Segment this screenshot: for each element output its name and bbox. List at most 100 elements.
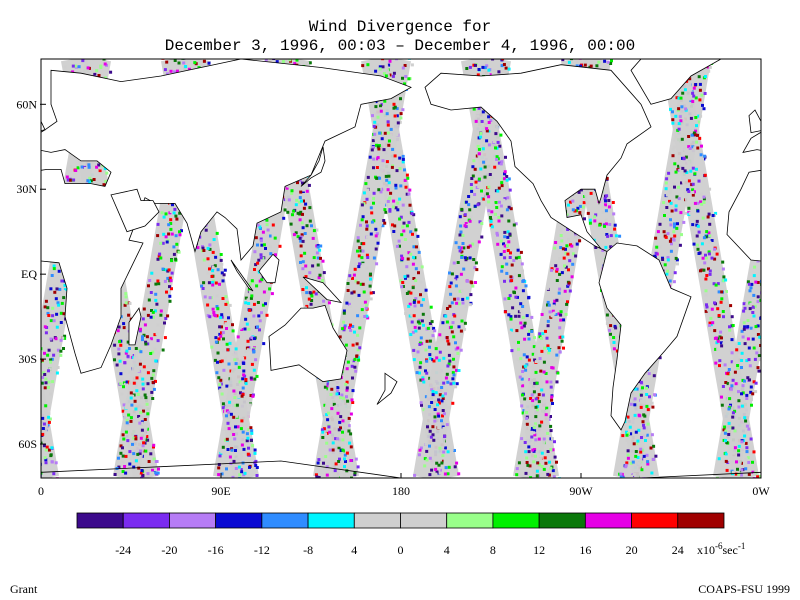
divergence-sample: [250, 301, 253, 305]
divergence-sample: [150, 271, 154, 275]
divergence-sample: [416, 350, 420, 354]
divergence-sample: [560, 297, 564, 301]
divergence-sample: [559, 484, 562, 487]
divergence-sample: [169, 69, 173, 73]
divergence-sample: [124, 454, 128, 458]
divergence-sample: [60, 301, 64, 305]
divergence-sample: [377, 101, 381, 105]
divergence-sample: [326, 382, 330, 386]
divergence-sample: [293, 62, 297, 66]
divergence-sample: [455, 382, 459, 386]
divergence-sample: [356, 314, 360, 318]
divergence-sample: [362, 191, 366, 195]
divergence-sample: [463, 321, 467, 325]
divergence-sample: [92, 178, 96, 181]
divergence-sample: [341, 430, 344, 434]
divergence-sample: [654, 236, 658, 240]
divergence-sample: [212, 311, 216, 314]
divergence-sample: [520, 437, 524, 441]
divergence-sample: [224, 420, 228, 424]
divergence-sample: [345, 395, 348, 399]
divergence-sample: [470, 281, 474, 285]
divergence-sample: [671, 147, 675, 151]
divergence-sample: [299, 239, 303, 243]
divergence-sample: [151, 468, 154, 472]
divergence-sample: [206, 271, 210, 275]
divergence-sample: [527, 426, 531, 430]
divergence-sample: [461, 242, 465, 245]
divergence-sample: [0, 223, 1, 226]
divergence-sample: [308, 291, 312, 295]
divergence-sample: [538, 424, 542, 428]
divergence-sample: [221, 427, 225, 431]
divergence-sample: [538, 335, 542, 339]
divergence-sample: [549, 415, 552, 418]
divergence-sample: [378, 201, 382, 205]
divergence-sample: [125, 406, 128, 410]
divergence-sample: [473, 204, 477, 208]
divergence-sample: [52, 353, 56, 357]
divergence-sample: [527, 337, 531, 341]
divergence-sample: [333, 472, 337, 476]
divergence-sample: [510, 349, 514, 353]
divergence-sample: [331, 448, 335, 452]
divergence-sample: [550, 267, 554, 271]
divergence-sample: [523, 337, 527, 341]
divergence-sample: [44, 331, 48, 335]
divergence-sample: [419, 361, 423, 365]
divergence-sample: [63, 65, 67, 69]
divergence-sample: [304, 264, 308, 268]
divergence-sample: [292, 209, 296, 213]
divergence-sample: [302, 206, 306, 210]
divergence-sample: [552, 311, 556, 315]
divergence-sample: [144, 438, 148, 442]
divergence-sample: [4, 281, 7, 284]
divergence-sample: [656, 230, 660, 234]
divergence-sample: [542, 370, 546, 374]
divergence-sample: [393, 114, 397, 118]
divergence-sample: [143, 323, 147, 327]
divergence-sample: [116, 329, 120, 333]
divergence-sample: [178, 233, 182, 237]
divergence-sample: [365, 227, 369, 231]
divergence-sample: [403, 178, 407, 182]
divergence-sample: [222, 337, 225, 341]
divergence-sample: [535, 381, 539, 385]
divergence-sample: [262, 313, 266, 317]
divergence-sample: [261, 256, 265, 260]
divergence-sample: [479, 167, 483, 171]
divergence-sample: [456, 261, 460, 264]
divergence-sample: [225, 414, 228, 418]
divergence-sample: [533, 381, 537, 385]
divergence-sample: [15, 315, 18, 318]
divergence-sample: [305, 224, 309, 228]
divergence-sample: [485, 64, 489, 68]
divergence-sample: [49, 319, 53, 323]
divergence-sample: [431, 390, 435, 393]
divergence-sample: [379, 109, 383, 113]
divergence-sample: [505, 271, 509, 275]
divergence-sample: [455, 368, 458, 372]
divergence-sample: [540, 336, 543, 340]
divergence-sample: [663, 214, 666, 217]
divergence-sample: [534, 415, 538, 419]
divergence-sample: [553, 299, 557, 303]
divergence-sample: [525, 314, 529, 318]
divergence-sample: [516, 285, 520, 289]
divergence-sample: [381, 65, 385, 69]
divergence-sample: [462, 252, 466, 256]
divergence-sample: [350, 398, 354, 402]
divergence-sample: [593, 219, 597, 223]
divergence-sample: [304, 202, 308, 206]
divergence-sample: [668, 190, 672, 194]
divergence-sample: [682, 220, 686, 224]
divergence-sample: [448, 271, 451, 275]
divergence-sample: [121, 454, 125, 458]
divergence-sample: [241, 392, 245, 396]
divergence-sample: [428, 473, 432, 477]
divergence-sample: [566, 284, 570, 288]
divergence-sample: [551, 366, 555, 370]
divergence-sample: [537, 463, 541, 467]
divergence-sample: [665, 193, 669, 197]
divergence-sample: [327, 474, 331, 478]
